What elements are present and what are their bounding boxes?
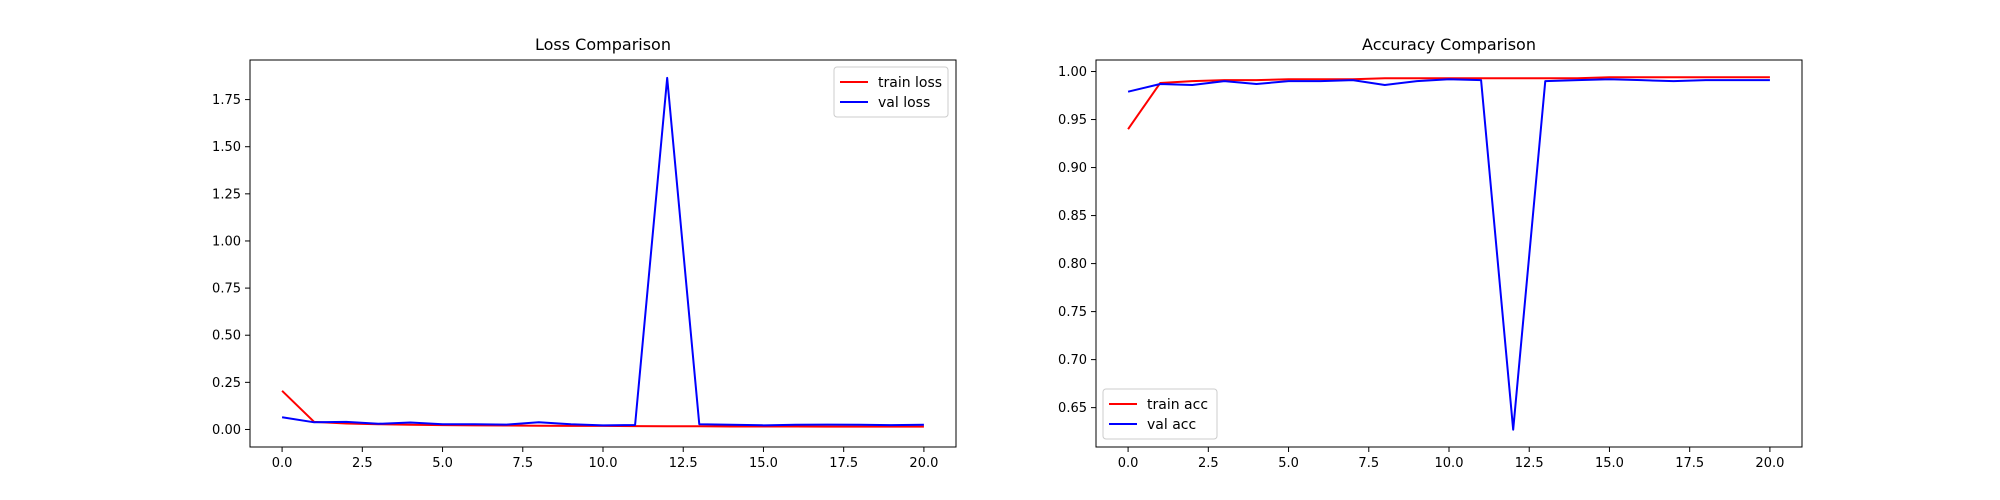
chart2-x-tick-label: 20.0 (1755, 456, 1784, 471)
chart1-y-tick-label: 1.00 (212, 234, 241, 249)
chart1-legend-box (833, 66, 949, 118)
chart2-plot-frame (1095, 59, 1803, 448)
chart2-y-tick-label: 0.95 (1058, 113, 1087, 128)
chart2-y-tick-label: 0.85 (1058, 209, 1087, 224)
chart2-x-tick-label: 5.0 (1278, 456, 1299, 471)
chart1-x-tick-label: 12.5 (669, 456, 698, 471)
chart2-y-tick-label: 0.65 (1058, 401, 1087, 416)
chart1-x-tick-label: 17.5 (829, 456, 858, 471)
chart2-y-tick-label: 0.75 (1058, 305, 1087, 320)
chart1-y-tick-label: 0.00 (212, 423, 241, 438)
chart2-x-tick-label: 12.5 (1515, 456, 1544, 471)
loss-comparison-chart: Loss Comparison 0.0 2.5 5.0 7.5 10.0 12.5 15.0 1… (212, 35, 957, 471)
chart2-legend-box (1102, 388, 1218, 440)
chart2-y-tick-label: 0.70 (1058, 353, 1087, 368)
chart2-x-tick-label: 7.5 (1358, 456, 1379, 471)
chart2-y-tick-label: 1.00 (1058, 65, 1087, 80)
chart1-x-tick-label: 10.0 (589, 456, 618, 471)
chart2-series-val-acc (1127, 78, 1770, 431)
chart2-legend-label-val-acc: val acc (1147, 417, 1196, 433)
chart2-x-tick-label: 10.0 (1435, 456, 1464, 471)
chart2-title: Accuracy Comparison (1362, 35, 1536, 54)
chart1-y-tick-label: 0.75 (212, 282, 241, 297)
chart1-x-tick-label: 5.0 (432, 456, 453, 471)
chart1-plot-frame (249, 59, 957, 448)
chart1-y-tick-label: 0.25 (212, 376, 241, 391)
chart1-y-tick-label: 1.25 (212, 187, 241, 202)
chart1-x-tick-label: 7.5 (512, 456, 533, 471)
chart1-legend: train loss val loss (833, 66, 949, 118)
chart2-x-tick-label: 0.0 (1118, 456, 1139, 471)
chart2-x-tick-label: 2.5 (1198, 456, 1219, 471)
chart2-y-tick-label: 0.80 (1058, 257, 1087, 272)
chart2-x-tick-label: 15.0 (1595, 456, 1624, 471)
chart1-series-val-loss (281, 76, 924, 427)
chart1-y-tick-label: 1.50 (212, 140, 241, 155)
chart2-legend: train acc val acc (1102, 388, 1218, 440)
chart1-x-tick-label: 2.5 (352, 456, 373, 471)
chart1-title: Loss Comparison (535, 35, 671, 54)
chart1-x-tick-label: 15.0 (749, 456, 778, 471)
chart2-x-tick-label: 17.5 (1675, 456, 1704, 471)
chart1-x-tick-label: 20.0 (909, 456, 938, 471)
chart1-legend-label-val-loss: val loss (878, 95, 930, 111)
accuracy-comparison-chart: Accuracy Comparison 0.0 2.5 5.0 7.5 10.0 12.5 1… (1058, 35, 1803, 471)
chart2-legend-label-train-acc: train acc (1147, 397, 1208, 413)
chart1-x-tick-label: 0.0 (272, 456, 293, 471)
chart1-y-tick-label: 1.75 (212, 93, 241, 108)
chart1-legend-label-train-loss: train loss (878, 75, 942, 91)
chart1-y-tick-label: 0.50 (212, 329, 241, 344)
chart2-y-tick-label: 0.90 (1058, 161, 1087, 176)
